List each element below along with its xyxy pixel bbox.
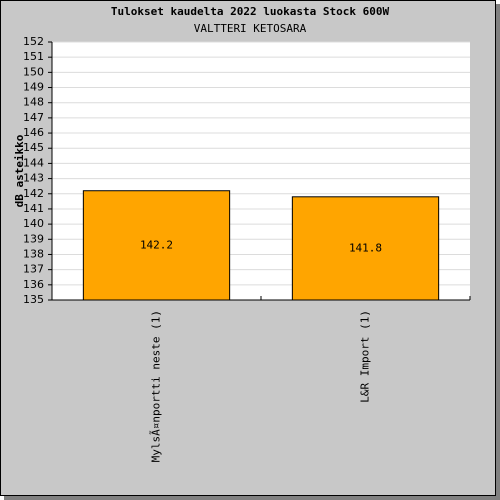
y-tick-label: 140 [23,217,44,230]
y-tick-label: 137 [23,263,44,276]
y-tick-label: 147 [23,111,44,124]
chart-title: Tulokset kaudelta 2022 luokasta Stock 60… [111,5,390,18]
y-axis-label: dB asteikko [13,134,26,207]
y-tick-label: 143 [23,172,44,185]
y-tick-label: 139 [23,232,44,245]
y-tick-label: 142 [23,187,44,200]
y-tick-label: 144 [23,156,44,169]
bar [291,196,440,301]
value-label: 141.8 [349,241,382,254]
y-tick-label: 150 [23,65,44,78]
chart-subtitle: VALTTERI KETOSARA [194,22,307,35]
y-tick-label: 135 [23,293,44,306]
y-tick-label: 145 [23,141,44,154]
y-tick-label: 152 [23,35,44,48]
y-tick-label: 151 [23,50,44,63]
bar [82,190,231,301]
y-tick-label: 141 [23,202,44,215]
x-tick-label: L&R Import (1) [359,310,372,403]
y-tick-label: 136 [23,278,44,291]
y-tick-label: 146 [23,126,44,139]
y-tick-label: 138 [23,247,44,260]
y-tick-label: 148 [23,96,44,109]
y-tick-label: 149 [23,81,44,94]
x-tick-label: MylsÃ¤nportti neste (1) [150,310,163,462]
value-label: 142.2 [140,238,173,251]
